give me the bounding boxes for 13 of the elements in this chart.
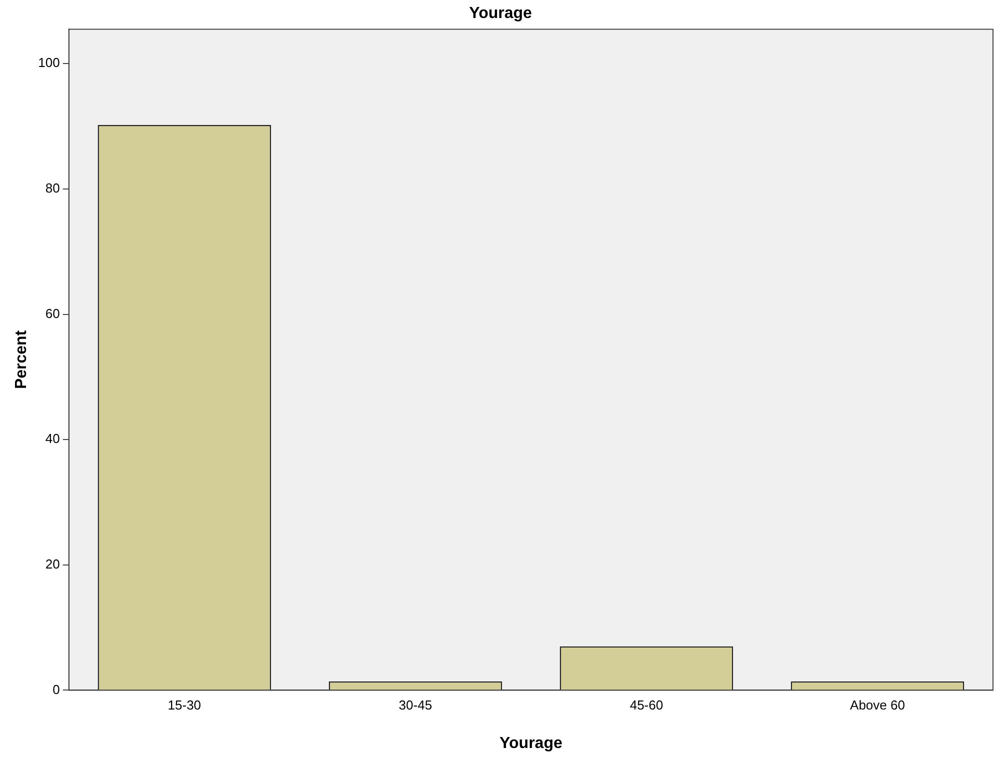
x-tick-label: 30-45 xyxy=(398,698,432,713)
y-tick-label: 40 xyxy=(45,431,60,446)
x-tick-label: 15-30 xyxy=(168,698,202,713)
y-tick-label: 0 xyxy=(52,682,60,697)
y-tick-label: 100 xyxy=(38,55,60,70)
y-tick-label: 60 xyxy=(45,306,60,321)
x-tick-label: 45-60 xyxy=(630,698,664,713)
y-tick-label: 80 xyxy=(45,180,60,196)
y-tick-label: 20 xyxy=(45,556,60,572)
chart-title: Yourage xyxy=(469,5,532,22)
x-tick-label: Above 60 xyxy=(850,698,905,713)
x-axis-title: Yourage xyxy=(500,734,562,752)
y-axis-title: Percent xyxy=(13,330,30,390)
